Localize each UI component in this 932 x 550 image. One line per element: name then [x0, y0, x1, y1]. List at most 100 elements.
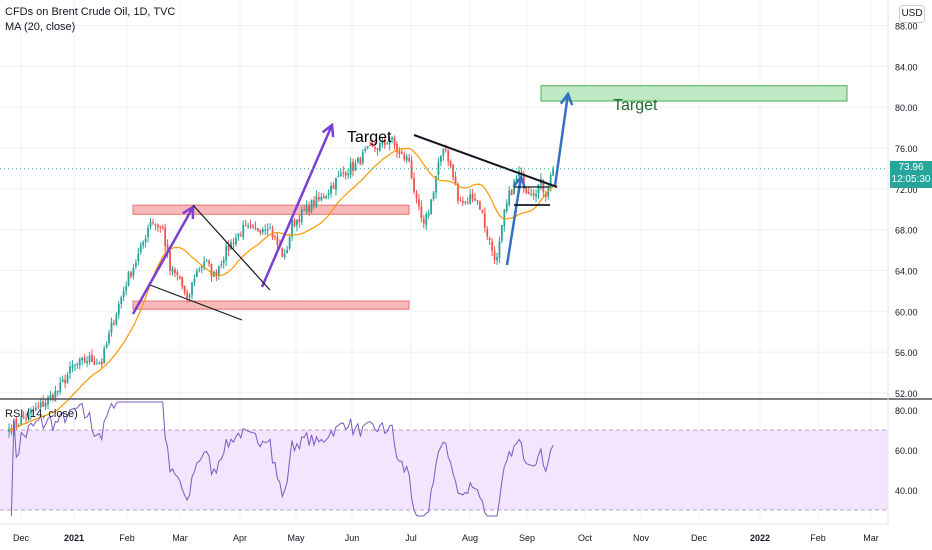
- candle-body: [288, 237, 291, 249]
- candle-body: [520, 171, 523, 175]
- candle-body: [361, 151, 364, 164]
- candle-body: [217, 266, 220, 276]
- candle-body: [117, 303, 120, 315]
- last-price-value: 73.96: [898, 161, 924, 173]
- candle-body: [471, 193, 474, 200]
- candle-body: [381, 140, 384, 145]
- impulse-arrow-1-head[interactable]: [182, 204, 195, 220]
- candle-body: [339, 173, 342, 177]
- candle-body: [181, 277, 184, 287]
- candle-body: [73, 364, 76, 366]
- candle-body: [432, 192, 435, 200]
- candle-body: [122, 290, 125, 298]
- zones: [132, 85, 848, 310]
- candle-body: [69, 366, 71, 374]
- candle-body: [49, 395, 52, 399]
- candle-body: [125, 286, 128, 291]
- x-tick-label: 2021: [64, 533, 84, 543]
- candle-body: [317, 197, 320, 200]
- candle-body: [442, 149, 445, 156]
- candle-body: [247, 226, 250, 228]
- candle-body: [56, 391, 59, 393]
- candle-body: [220, 264, 223, 266]
- candle-body: [347, 173, 350, 175]
- rsi-label: RSI (14, close): [5, 408, 78, 420]
- candle-body: [115, 314, 118, 325]
- candle-body: [91, 354, 93, 363]
- x-tick-label: May: [287, 533, 305, 543]
- last-price-tag: 73.96 12:05:30: [890, 160, 932, 188]
- y-tick-label: 68.00: [895, 226, 918, 236]
- candle-body: [415, 192, 418, 199]
- candle-body: [156, 224, 159, 228]
- candle-body: [256, 228, 259, 232]
- impulse-arrow-1[interactable]: [131, 206, 195, 315]
- drawings[interactable]: [131, 91, 574, 321]
- projection-arrow-1-head[interactable]: [321, 122, 335, 138]
- x-tick-label: Mar: [863, 533, 879, 543]
- candle-body: [383, 139, 386, 146]
- candles: [8, 135, 555, 438]
- candle-body: [291, 220, 293, 238]
- candle-body: [25, 418, 27, 420]
- descending-trendline[interactable]: [413, 134, 558, 188]
- candle-body: [54, 390, 57, 402]
- candle-body: [357, 157, 359, 163]
- candle-body: [130, 272, 132, 277]
- candle-body: [483, 213, 486, 228]
- candle-body: [132, 267, 135, 277]
- candle-body: [330, 186, 332, 194]
- y-tick-label: 84.00: [895, 62, 918, 72]
- candle-body: [215, 271, 218, 276]
- candle-body: [120, 297, 123, 304]
- x-tick-label: Feb: [119, 533, 135, 543]
- candle-body: [452, 164, 454, 178]
- candle-body: [34, 407, 37, 411]
- x-tick-label: Apr: [233, 533, 247, 543]
- impulse-arrow-2-head[interactable]: [512, 174, 527, 189]
- candle-body: [44, 403, 47, 407]
- candle-body: [479, 201, 481, 210]
- candle-body: [205, 260, 208, 262]
- candle-body: [508, 190, 511, 205]
- candle-body: [437, 162, 440, 175]
- candle-body: [188, 295, 191, 298]
- candle-body: [298, 218, 301, 223]
- candle-body: [378, 143, 381, 151]
- y-tick-label: 72.00: [895, 185, 918, 195]
- candle-body: [327, 193, 330, 196]
- candle-body: [186, 292, 189, 299]
- candle-body: [108, 332, 110, 344]
- candle-body: [525, 187, 528, 193]
- x-tick-label: Mar: [172, 533, 188, 543]
- candle-body: [420, 206, 423, 219]
- projection-arrow-2-head[interactable]: [559, 91, 574, 106]
- x-tick-label: Oct: [578, 533, 593, 543]
- candle-body: [105, 343, 108, 348]
- candle-body: [264, 229, 267, 231]
- candle-body: [435, 175, 437, 193]
- candle-body: [152, 222, 154, 224]
- candle-body: [166, 244, 169, 253]
- y-tick-label: 80.00: [895, 103, 918, 113]
- candle-body: [71, 365, 74, 368]
- impulse-arrow-2[interactable]: [505, 176, 523, 266]
- candle-body: [293, 219, 296, 227]
- candle-body: [352, 161, 354, 171]
- ma-legend: MA (20, close): [5, 21, 76, 33]
- projection-arrow-1[interactable]: [260, 124, 334, 288]
- triangle-upper-line[interactable]: [192, 204, 271, 291]
- candle-body: [542, 180, 545, 192]
- candle-body: [183, 285, 186, 293]
- candle-body: [325, 195, 328, 199]
- projection-arrow-2[interactable]: [553, 93, 570, 187]
- candle-body: [505, 203, 508, 212]
- candle-body: [164, 227, 167, 247]
- y-tick-label: 60.00: [895, 307, 918, 317]
- candle-body: [8, 428, 10, 432]
- candle-body: [134, 262, 137, 267]
- currency-button[interactable]: USD: [899, 5, 925, 23]
- triangle-lower-line[interactable]: [149, 284, 243, 321]
- candle-body: [349, 163, 352, 175]
